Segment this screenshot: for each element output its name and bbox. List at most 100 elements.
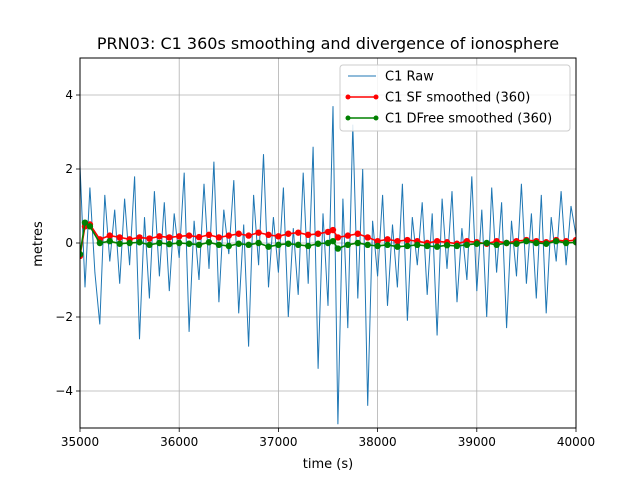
- series-point: [493, 241, 500, 249]
- x-tick-label: 36000: [160, 435, 198, 449]
- series-point: [96, 239, 104, 247]
- legend-marker: [373, 115, 379, 121]
- series-point: [394, 237, 401, 245]
- series-line: [80, 106, 576, 425]
- series-point: [314, 240, 322, 247]
- x-tick-label: 35000: [61, 435, 99, 449]
- series-point: [255, 239, 262, 247]
- series-point: [354, 239, 361, 247]
- series-3: [80, 219, 576, 258]
- y-axis: −4 −2 0 2 4: [55, 88, 80, 398]
- series-point: [275, 233, 282, 240]
- series-point: [344, 241, 352, 249]
- x-axis-label: time (s): [303, 457, 353, 472]
- series-point: [354, 230, 361, 237]
- series-point: [195, 241, 203, 249]
- series-point: [205, 231, 213, 239]
- legend-marker: [345, 115, 351, 121]
- series-point: [225, 232, 232, 239]
- series-point: [126, 239, 133, 247]
- y-tick-label: −4: [55, 384, 73, 398]
- series-point: [235, 240, 242, 247]
- series-point: [364, 234, 371, 241]
- series-point: [334, 234, 342, 241]
- y-tick-label: 4: [65, 88, 73, 102]
- series-point: [156, 233, 163, 240]
- series-point: [384, 241, 391, 249]
- series-point: [523, 237, 530, 245]
- series-point: [265, 231, 272, 239]
- series-point: [533, 239, 540, 247]
- series-point: [255, 229, 262, 236]
- series-point: [81, 219, 89, 226]
- x-tick-label: 38000: [359, 435, 397, 449]
- series-point: [304, 242, 312, 250]
- series-point: [543, 240, 550, 247]
- series-point: [176, 239, 183, 247]
- series-point: [195, 233, 203, 241]
- series-point: [473, 240, 480, 247]
- series-point: [562, 239, 570, 247]
- series-point: [295, 241, 302, 249]
- series-point: [304, 231, 312, 239]
- series-point: [225, 242, 232, 250]
- x-tick-label: 39000: [458, 435, 496, 449]
- legend-marker: [345, 94, 351, 100]
- series-point: [443, 242, 451, 249]
- series-point: [205, 239, 213, 246]
- legend: C1 Raw C1 SF smoothed (360) C1 DFree smoot…: [339, 64, 571, 132]
- y-tick-label: −2: [55, 310, 73, 324]
- series-point: [552, 237, 560, 245]
- series-point: [116, 240, 123, 247]
- series-point: [433, 243, 441, 250]
- series-point: [106, 237, 113, 245]
- series-point: [329, 226, 337, 234]
- series-point: [404, 236, 411, 244]
- series-point: [285, 230, 292, 237]
- series-point: [453, 242, 461, 250]
- series-point: [235, 230, 242, 237]
- series-point: [136, 234, 143, 241]
- series-point: [275, 241, 282, 249]
- series-point: [394, 243, 401, 250]
- series-point: [80, 250, 84, 258]
- series-point: [414, 241, 421, 249]
- series-point: [513, 240, 520, 247]
- y-axis-label: metres: [31, 221, 46, 267]
- legend-label: C1 DFree smoothed (360): [385, 112, 552, 127]
- series-point: [185, 232, 193, 239]
- legend-label: C1 SF smoothed (360): [385, 91, 530, 106]
- series-point: [344, 232, 352, 239]
- series-point: [116, 234, 123, 241]
- series-point: [374, 237, 381, 245]
- series-point: [314, 230, 322, 237]
- series-point: [364, 241, 371, 249]
- series-point: [285, 240, 292, 247]
- legend-marker: [373, 94, 379, 100]
- x-tick-label: 40000: [557, 435, 595, 449]
- chart-title: PRN03: C1 360s smoothing and divergence …: [97, 34, 559, 53]
- series-point: [424, 242, 431, 250]
- series-point: [146, 235, 153, 242]
- series-point: [176, 233, 183, 240]
- y-tick-label: 2: [65, 162, 73, 176]
- series-point: [146, 241, 153, 249]
- x-axis: 35000 36000 37000 38000 39000 40000: [61, 428, 595, 449]
- series-point: [374, 242, 381, 250]
- series-point: [572, 239, 576, 246]
- series-point: [265, 243, 272, 250]
- series-point: [166, 240, 173, 248]
- series-line: [80, 221, 576, 255]
- series-1: [80, 106, 576, 425]
- series-point: [334, 245, 342, 252]
- legend-box: [339, 64, 571, 132]
- series-point: [324, 239, 332, 247]
- series-point: [106, 232, 113, 239]
- series-point: [156, 239, 163, 247]
- series-point: [329, 237, 337, 245]
- plot-area: [80, 106, 576, 425]
- series-point: [324, 228, 332, 236]
- x-tick-label: 37000: [259, 435, 297, 449]
- series-point: [86, 223, 94, 230]
- series-point: [136, 239, 143, 246]
